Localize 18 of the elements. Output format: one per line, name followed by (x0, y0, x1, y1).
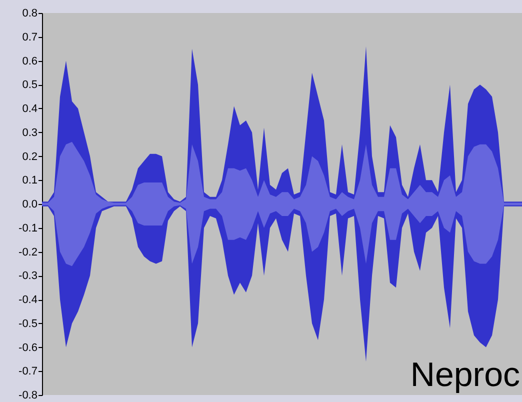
y-tick-label: 0.6 (22, 55, 38, 68)
y-tick-label: -0.3 (18, 270, 38, 282)
y-tick-label: 0.7 (22, 31, 38, 44)
y-tick-label: 0.0 (22, 198, 38, 210)
y-tick-label: 0.2 (22, 150, 38, 163)
y-tick-label: 0.4 (22, 103, 38, 115)
y-tick-label: -0.5 (18, 318, 38, 330)
y-tick-label: -0.8 (18, 390, 38, 402)
y-tick-label: 0.8 (22, 8, 38, 20)
y-tick-label: -0.2 (18, 246, 38, 258)
y-tick-label: -0.1 (18, 222, 38, 234)
y-tick-label: 0.3 (22, 126, 38, 139)
y-tick-label: -0.4 (18, 294, 38, 306)
y-tick-label: 0.5 (22, 79, 38, 92)
y-tick-label: -0.6 (18, 342, 38, 354)
y-tick-label: 0.1 (22, 174, 38, 187)
annotation: Neproc (410, 356, 520, 394)
y-tick-label: -0.7 (18, 366, 38, 378)
